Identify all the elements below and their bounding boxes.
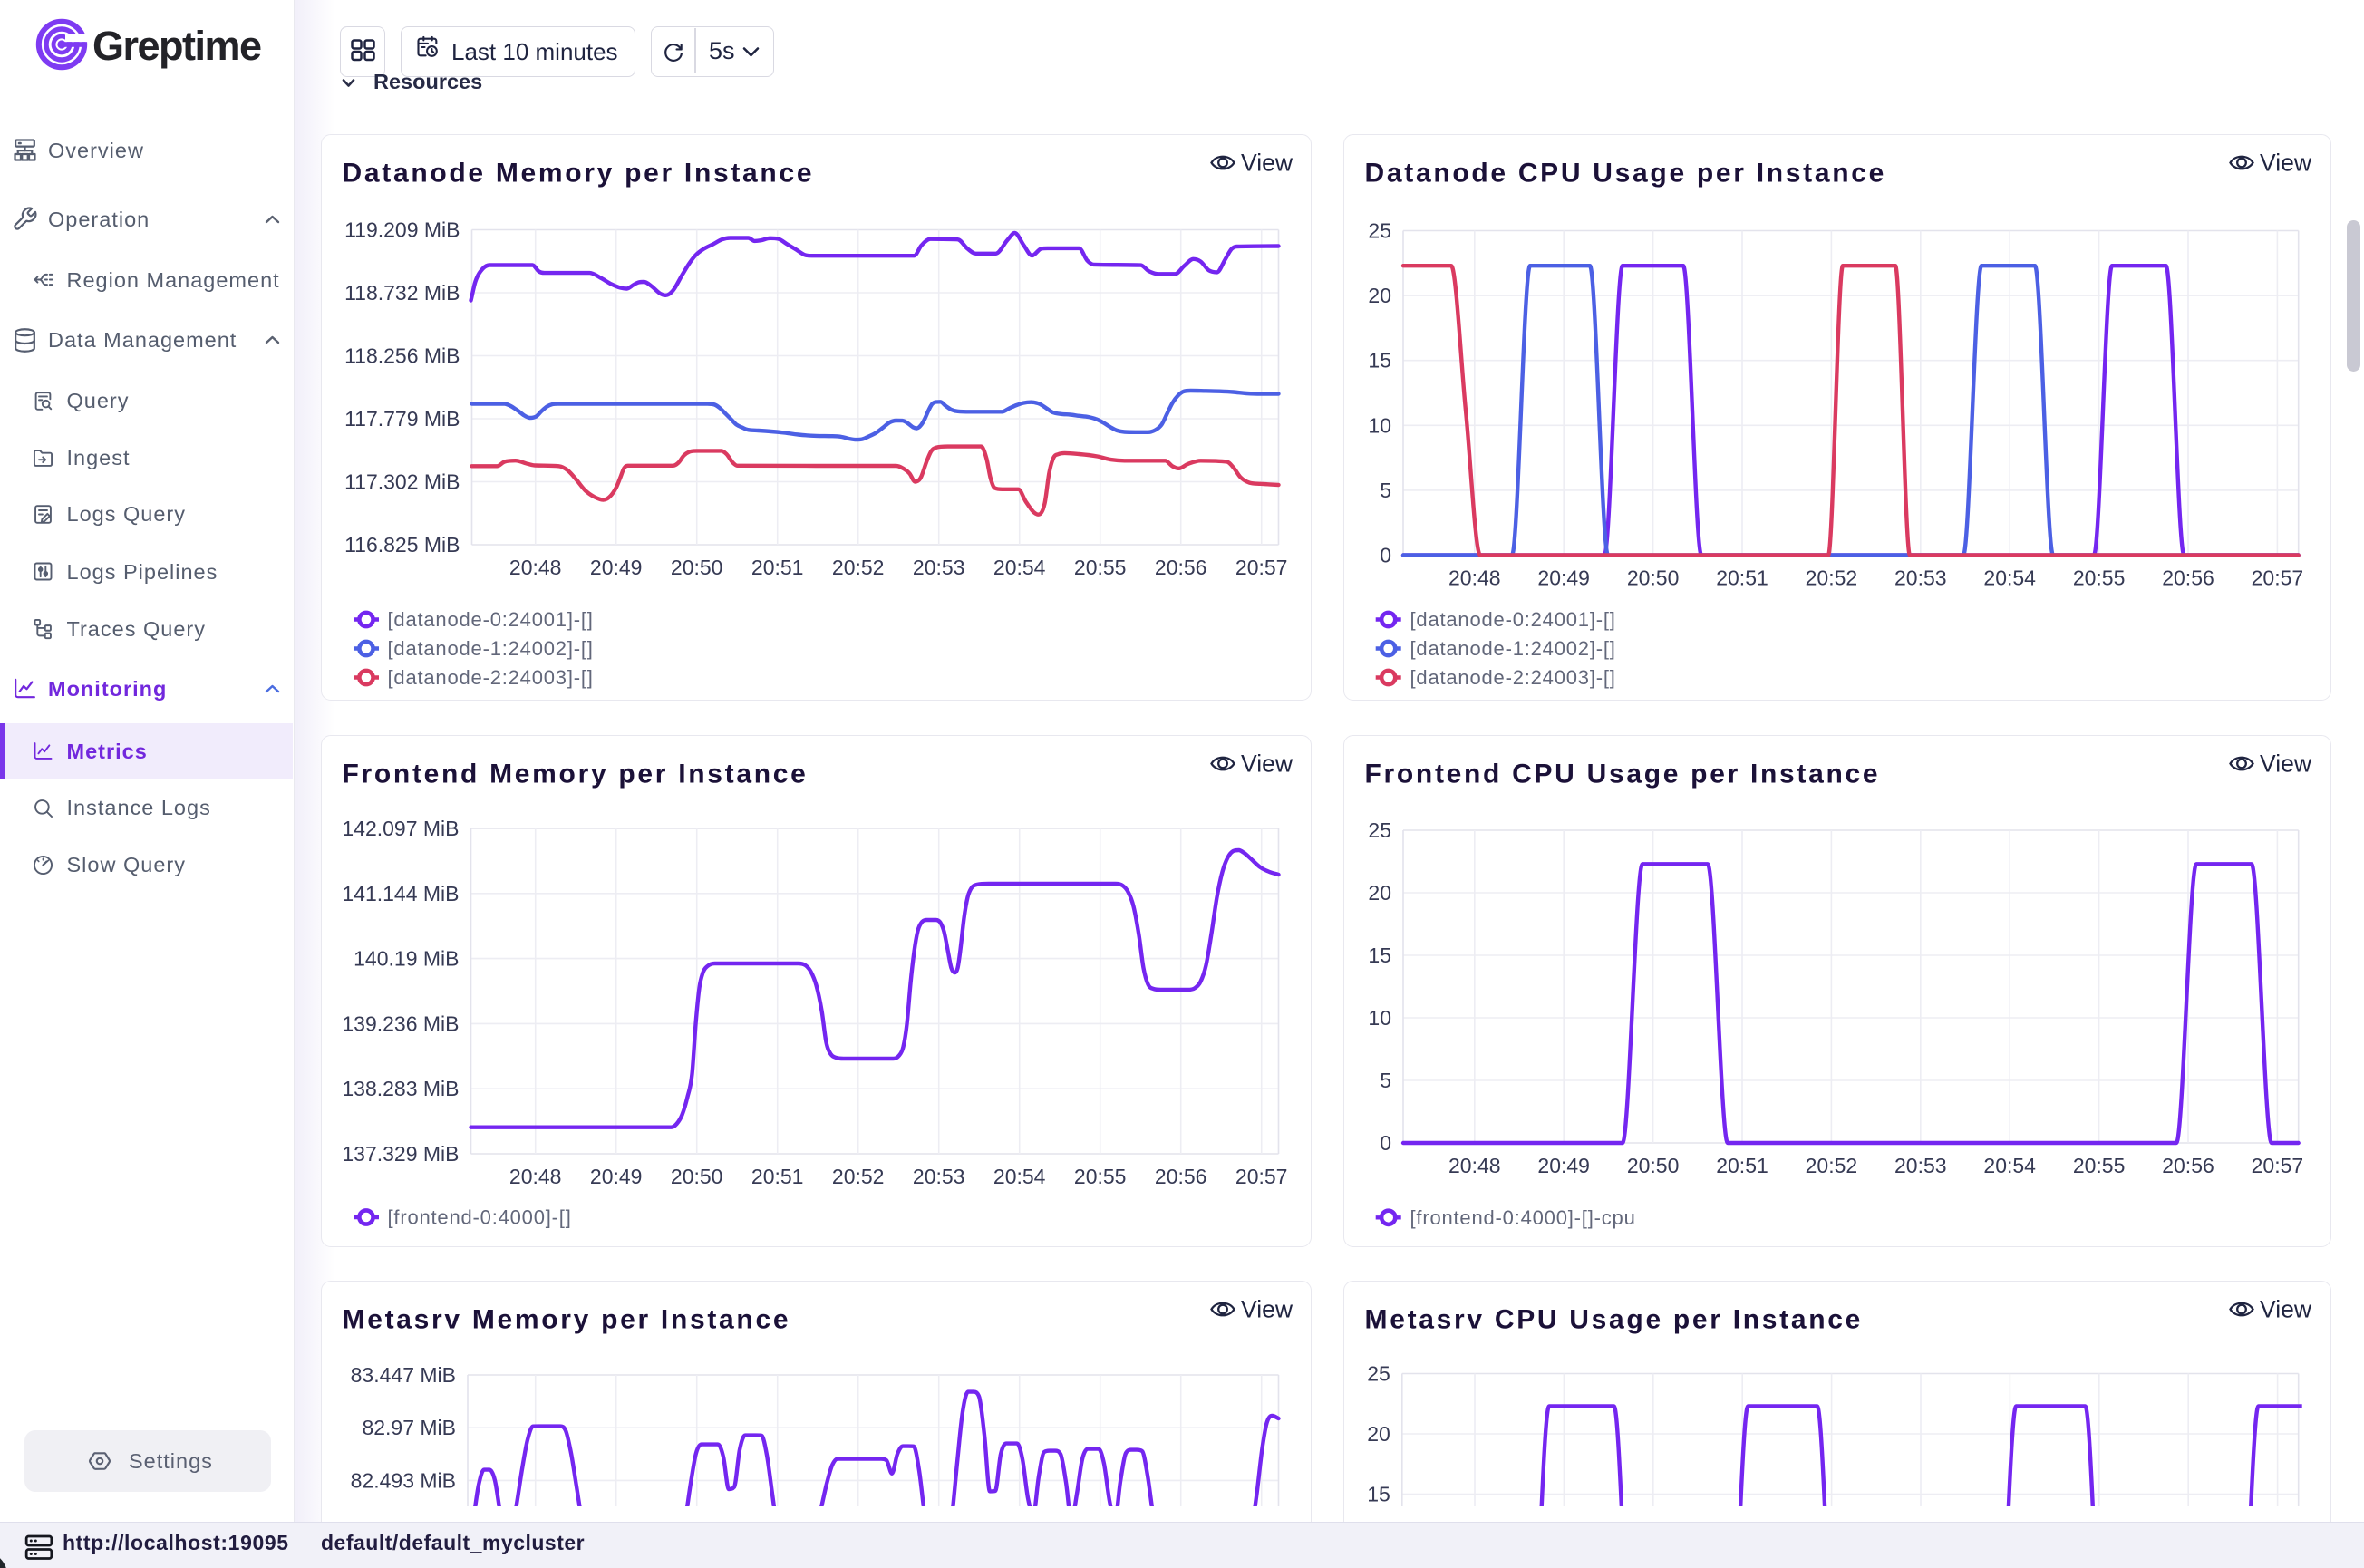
svg-text:82.97 MiB: 82.97 MiB <box>362 1417 456 1440</box>
svg-text:Datanode Memory per Instance: Datanode Memory per Instance <box>342 158 814 188</box>
svg-text:Datanode CPU Usage per Instanc: Datanode CPU Usage per Instance <box>1365 158 1887 188</box>
svg-text:20:56: 20:56 <box>2162 1154 2214 1177</box>
svg-text:[datanode-1:24002]-[]: [datanode-1:24002]-[] <box>387 637 593 660</box>
svg-text:20:51: 20:51 <box>1716 1154 1768 1177</box>
svg-text:20: 20 <box>1367 1422 1390 1446</box>
svg-text:20:53: 20:53 <box>912 1165 964 1188</box>
svg-text:20:49: 20:49 <box>589 556 642 579</box>
svg-text:20:54: 20:54 <box>993 556 1045 579</box>
svg-text:20:56: 20:56 <box>1154 1165 1206 1188</box>
svg-text:15: 15 <box>1368 944 1391 967</box>
svg-text:20:49: 20:49 <box>589 1165 642 1188</box>
svg-text:139.236 MiB: 139.236 MiB <box>342 1011 459 1035</box>
svg-text:[frontend-0:4000]-[]: [frontend-0:4000]-[] <box>387 1206 571 1229</box>
svg-text:140.19 MiB: 140.19 MiB <box>354 947 459 971</box>
svg-text:20: 20 <box>1368 881 1391 905</box>
svg-text:20:49: 20:49 <box>1537 566 1590 589</box>
svg-text:[datanode-0:24001]-[]: [datanode-0:24001]-[] <box>1410 608 1616 631</box>
svg-text:[datanode-0:24001]-[]: [datanode-0:24001]-[] <box>387 608 593 631</box>
svg-text:Frontend CPU Usage per Instanc: Frontend CPU Usage per Instance <box>1365 760 1881 789</box>
svg-text:5: 5 <box>1380 478 1391 501</box>
svg-text:20:53: 20:53 <box>912 556 964 579</box>
svg-text:20:48: 20:48 <box>1448 1154 1501 1177</box>
svg-text:119.209 MiB: 119.209 MiB <box>344 218 460 241</box>
svg-text:20:53: 20:53 <box>1894 566 1947 589</box>
svg-text:20:55: 20:55 <box>1073 1165 1126 1188</box>
svg-text:20: 20 <box>1368 284 1391 307</box>
svg-text:View: View <box>2260 149 2312 176</box>
svg-text:20:50: 20:50 <box>670 1165 722 1188</box>
svg-text:20:57: 20:57 <box>2252 566 2304 589</box>
svg-text:141.144 MiB: 141.144 MiB <box>342 882 459 905</box>
svg-text:20:50: 20:50 <box>670 556 722 579</box>
svg-text:20:52: 20:52 <box>1806 566 1858 589</box>
svg-text:5: 5 <box>1380 1069 1391 1092</box>
svg-text:20:50: 20:50 <box>1627 566 1680 589</box>
svg-text:20:51: 20:51 <box>751 556 803 579</box>
svg-text:View: View <box>2260 1296 2312 1323</box>
svg-text:20:48: 20:48 <box>1448 566 1501 589</box>
svg-text:[datanode-2:24003]-[]: [datanode-2:24003]-[] <box>1410 666 1616 689</box>
svg-text:View: View <box>1241 149 1293 176</box>
svg-text:137.329 MiB: 137.329 MiB <box>342 1142 459 1166</box>
svg-text:20:57: 20:57 <box>1235 556 1287 579</box>
svg-text:117.302 MiB: 117.302 MiB <box>344 469 460 493</box>
svg-text:118.732 MiB: 118.732 MiB <box>344 281 460 305</box>
svg-text:20:49: 20:49 <box>1537 1154 1590 1177</box>
svg-text:20:52: 20:52 <box>1806 1154 1858 1177</box>
svg-text:[datanode-2:24003]-[]: [datanode-2:24003]-[] <box>387 666 593 689</box>
svg-text:0: 0 <box>1380 543 1391 566</box>
svg-text:20:51: 20:51 <box>1716 566 1768 589</box>
svg-text:138.283 MiB: 138.283 MiB <box>342 1077 459 1100</box>
svg-text:10: 10 <box>1368 413 1391 437</box>
svg-text:20:57: 20:57 <box>1235 1165 1287 1188</box>
svg-text:118.256 MiB: 118.256 MiB <box>344 344 460 367</box>
svg-text:0: 0 <box>1380 1131 1391 1155</box>
svg-text:Frontend Memory per Instance: Frontend Memory per Instance <box>342 760 808 789</box>
svg-text:20:48: 20:48 <box>509 556 561 579</box>
svg-text:116.825 MiB: 116.825 MiB <box>344 533 460 557</box>
svg-text:25: 25 <box>1368 218 1391 242</box>
svg-text:83.447 MiB: 83.447 MiB <box>350 1363 455 1387</box>
svg-text:[datanode-1:24002]-[]: [datanode-1:24002]-[] <box>1410 637 1616 660</box>
svg-text:View: View <box>2260 750 2312 778</box>
svg-text:15: 15 <box>1367 1483 1390 1506</box>
svg-text:15: 15 <box>1368 348 1391 372</box>
svg-text:Metasrv CPU Usage per Instance: Metasrv CPU Usage per Instance <box>1365 1305 1864 1335</box>
svg-text:82.493 MiB: 82.493 MiB <box>350 1469 455 1493</box>
svg-text:20:51: 20:51 <box>751 1165 803 1188</box>
svg-text:20:56: 20:56 <box>2162 566 2214 589</box>
svg-text:20:54: 20:54 <box>1983 566 2036 589</box>
svg-text:25: 25 <box>1368 818 1391 842</box>
svg-text:20:57: 20:57 <box>2252 1154 2304 1177</box>
svg-text:View: View <box>1241 1296 1293 1323</box>
svg-text:View: View <box>1241 750 1293 778</box>
svg-text:20:54: 20:54 <box>1983 1154 2036 1177</box>
svg-text:25: 25 <box>1367 1362 1390 1386</box>
svg-text:20:55: 20:55 <box>2073 566 2126 589</box>
svg-text:10: 10 <box>1368 1006 1391 1030</box>
svg-text:20:50: 20:50 <box>1627 1154 1680 1177</box>
svg-text:20:56: 20:56 <box>1154 556 1206 579</box>
svg-text:20:55: 20:55 <box>2073 1154 2126 1177</box>
svg-text:142.097 MiB: 142.097 MiB <box>342 817 459 840</box>
svg-text:[frontend-0:4000]-[]-cpu: [frontend-0:4000]-[]-cpu <box>1410 1206 1636 1229</box>
svg-text:20:55: 20:55 <box>1073 556 1126 579</box>
svg-text:20:54: 20:54 <box>993 1165 1045 1188</box>
svg-text:Metasrv Memory per Instance: Metasrv Memory per Instance <box>342 1305 790 1335</box>
svg-text:117.779 MiB: 117.779 MiB <box>344 407 460 431</box>
svg-text:20:52: 20:52 <box>831 1165 884 1188</box>
svg-text:20:48: 20:48 <box>509 1165 561 1188</box>
svg-text:20:52: 20:52 <box>831 556 884 579</box>
svg-text:20:53: 20:53 <box>1894 1154 1947 1177</box>
